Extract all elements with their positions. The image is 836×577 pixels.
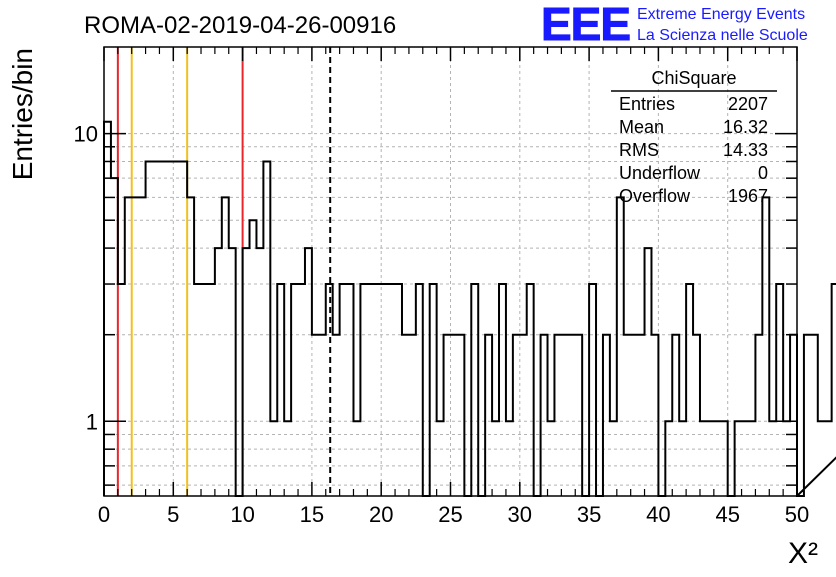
stats-row-value: 0 — [758, 163, 768, 183]
x-tick-label: 0 — [98, 502, 110, 527]
stats-row-value: 2207 — [728, 94, 768, 114]
stats-row-label: Entries — [619, 94, 675, 114]
x-axis-label: Χ² — [788, 537, 818, 570]
y-tick-label: 10 — [74, 122, 98, 147]
x-tick-label: 35 — [577, 502, 601, 527]
x-tick-label: 30 — [508, 502, 532, 527]
x-tick-label: 40 — [646, 502, 670, 527]
x-tick-label: 5 — [167, 502, 179, 527]
x-tick-label: 50 — [785, 502, 809, 527]
grid-lines — [104, 47, 797, 496]
stats-title: ChiSquare — [651, 68, 736, 88]
stats-row-value: 14.33 — [723, 140, 768, 160]
stats-row-value: 1967 — [728, 186, 768, 206]
x-tick-labels: 0 5 10 15 20 25 30 35 40 45 50 — [98, 502, 809, 527]
y-axis-label: Entries/bin — [7, 48, 38, 180]
x-tick-label: 10 — [230, 502, 254, 527]
eee-logo-letters: EEE — [541, 0, 630, 50]
stats-row-value: 16.32 — [723, 117, 768, 137]
stats-box: ChiSquare Entries 2207 Mean 16.32 RMS 14.33 Un… — [611, 68, 777, 206]
stats-row-label: Underflow — [619, 163, 701, 183]
logo-line-1: Extreme Energy Events — [637, 6, 805, 23]
chart-title: ROMA-02-2019-04-26-00916 — [84, 12, 396, 39]
logo-line-2: La Scienza nelle Scuole — [637, 27, 808, 44]
x-tick-label: 25 — [438, 502, 462, 527]
y-tick-label: 1 — [86, 409, 98, 434]
axis-ticks — [103, 47, 798, 496]
x-tick-label: 15 — [300, 502, 324, 527]
stats-row-label: Overflow — [619, 186, 691, 206]
stats-row-label: Mean — [619, 117, 664, 137]
histogram-series — [103, 120, 836, 497]
x-tick-label: 20 — [369, 502, 393, 527]
eee-logo: EEE Extreme Energy Events La Scienza nel… — [541, 0, 808, 51]
stats-row-label: RMS — [619, 140, 659, 160]
y-tick-labels: 1 10 — [74, 122, 98, 435]
x-tick-label: 45 — [715, 502, 739, 527]
